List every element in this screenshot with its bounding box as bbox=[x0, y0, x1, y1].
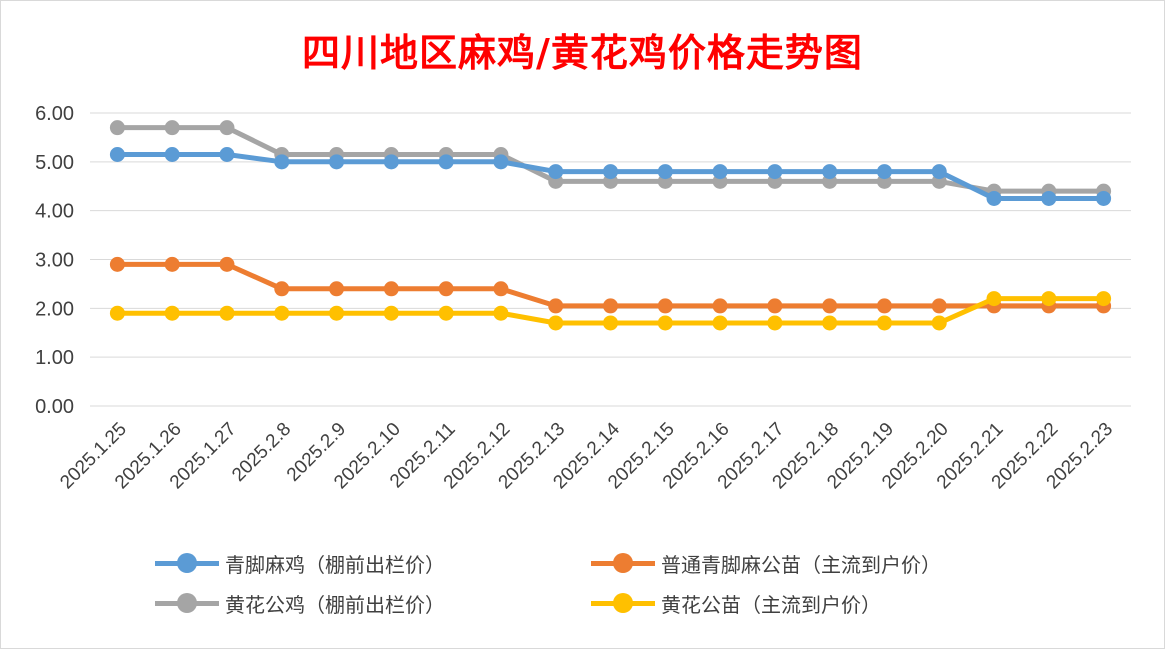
y-tick-label: 4.00 bbox=[35, 201, 74, 223]
data-point-series-2 bbox=[274, 281, 290, 297]
data-point-series-1 bbox=[164, 147, 180, 163]
legend-label-series-2: 普通青脚麻公苗（主流到户价） bbox=[661, 552, 941, 577]
data-point-series-1 bbox=[986, 190, 1002, 206]
data-point-series-2 bbox=[657, 298, 673, 314]
data-point-series-4 bbox=[383, 305, 399, 321]
data-point-series-3 bbox=[164, 120, 180, 136]
data-point-series-1 bbox=[383, 154, 399, 170]
data-point-series-2 bbox=[822, 298, 838, 314]
legend-label-series-4: 黄花公苗（主流到户价） bbox=[661, 592, 881, 617]
data-point-series-1 bbox=[931, 164, 947, 180]
data-point-series-2 bbox=[767, 298, 783, 314]
legend-swatch-series-2 bbox=[591, 553, 655, 573]
legend-item-series-1: 青脚麻鸡（棚前出栏价） bbox=[155, 545, 445, 581]
y-tick-label: 3.00 bbox=[35, 250, 74, 272]
legend-marker-series-3 bbox=[177, 593, 197, 613]
data-point-series-4 bbox=[1041, 291, 1057, 307]
y-tick-label: 0.00 bbox=[35, 396, 74, 418]
data-point-series-4 bbox=[986, 291, 1002, 307]
data-point-series-4 bbox=[493, 305, 509, 321]
data-point-series-1 bbox=[493, 154, 509, 170]
data-point-series-2 bbox=[876, 298, 892, 314]
x-tick-label: 2025.2.8 bbox=[228, 419, 295, 486]
legend-marker-series-1 bbox=[177, 553, 197, 573]
data-point-series-2 bbox=[219, 256, 235, 272]
data-point-series-2 bbox=[548, 298, 564, 314]
data-point-series-2 bbox=[603, 298, 618, 314]
data-point-series-2 bbox=[931, 298, 947, 314]
data-point-series-1 bbox=[767, 164, 783, 180]
legend-item-series-4: 黄花公苗（主流到户价） bbox=[591, 585, 881, 621]
legend-marker-series-2 bbox=[613, 553, 633, 573]
legend-item-series-2: 普通青脚麻公苗（主流到户价） bbox=[591, 545, 941, 581]
data-point-series-1 bbox=[876, 164, 892, 180]
data-point-series-1 bbox=[329, 154, 345, 170]
data-point-series-1 bbox=[109, 147, 125, 163]
data-point-series-4 bbox=[1096, 291, 1112, 307]
data-point-series-2 bbox=[438, 281, 454, 297]
data-point-series-2 bbox=[493, 281, 509, 297]
data-point-series-1 bbox=[548, 164, 564, 180]
data-point-series-3 bbox=[219, 120, 235, 136]
legend-item-series-3: 黄花公鸡（棚前出栏价） bbox=[155, 585, 445, 621]
y-tick-label: 2.00 bbox=[35, 298, 74, 320]
data-point-series-4 bbox=[603, 315, 618, 331]
data-point-series-4 bbox=[876, 315, 892, 331]
chart-title: 四川地区麻鸡/黄花鸡价格走势图 bbox=[302, 30, 863, 75]
data-point-series-4 bbox=[438, 305, 454, 321]
data-point-series-1 bbox=[438, 154, 454, 170]
chart-legend: 青脚麻鸡（棚前出栏价） 普通青脚麻公苗（主流到户价） 黄花公鸡（棚前出栏价） 黄… bbox=[155, 545, 1115, 625]
data-point-series-4 bbox=[657, 315, 673, 331]
data-point-series-1 bbox=[219, 147, 235, 163]
y-tick-label: 5.00 bbox=[35, 152, 74, 174]
data-point-series-4 bbox=[931, 315, 947, 331]
data-point-series-1 bbox=[657, 164, 673, 180]
data-point-series-2 bbox=[383, 281, 399, 297]
data-point-series-4 bbox=[712, 315, 728, 331]
data-point-series-4 bbox=[329, 305, 345, 321]
data-point-series-4 bbox=[822, 315, 838, 331]
data-point-series-1 bbox=[822, 164, 838, 180]
data-point-series-2 bbox=[329, 281, 345, 297]
legend-label-series-1: 青脚麻鸡（棚前出栏价） bbox=[225, 552, 445, 577]
data-point-series-4 bbox=[219, 305, 235, 321]
data-point-series-2 bbox=[712, 298, 728, 314]
legend-swatch-series-4 bbox=[591, 593, 655, 613]
data-point-series-1 bbox=[1041, 190, 1057, 206]
y-tick-label: 1.00 bbox=[35, 347, 74, 369]
data-point-series-4 bbox=[548, 315, 564, 331]
legend-swatch-series-1 bbox=[155, 553, 219, 573]
legend-marker-series-4 bbox=[613, 593, 633, 613]
legend-swatch-series-3 bbox=[155, 593, 219, 613]
data-point-series-2 bbox=[109, 256, 125, 272]
data-point-series-1 bbox=[603, 164, 618, 180]
y-tick-label: 6.00 bbox=[35, 103, 74, 125]
data-point-series-1 bbox=[712, 164, 728, 180]
data-point-series-4 bbox=[274, 305, 290, 321]
data-point-series-2 bbox=[164, 256, 180, 272]
data-point-series-1 bbox=[1096, 190, 1112, 206]
legend-label-series-3: 黄花公鸡（棚前出栏价） bbox=[225, 592, 445, 617]
data-point-series-4 bbox=[767, 315, 783, 331]
data-point-series-3 bbox=[109, 120, 125, 136]
data-point-series-4 bbox=[164, 305, 180, 321]
data-point-series-1 bbox=[274, 154, 290, 170]
data-point-series-4 bbox=[109, 305, 125, 321]
